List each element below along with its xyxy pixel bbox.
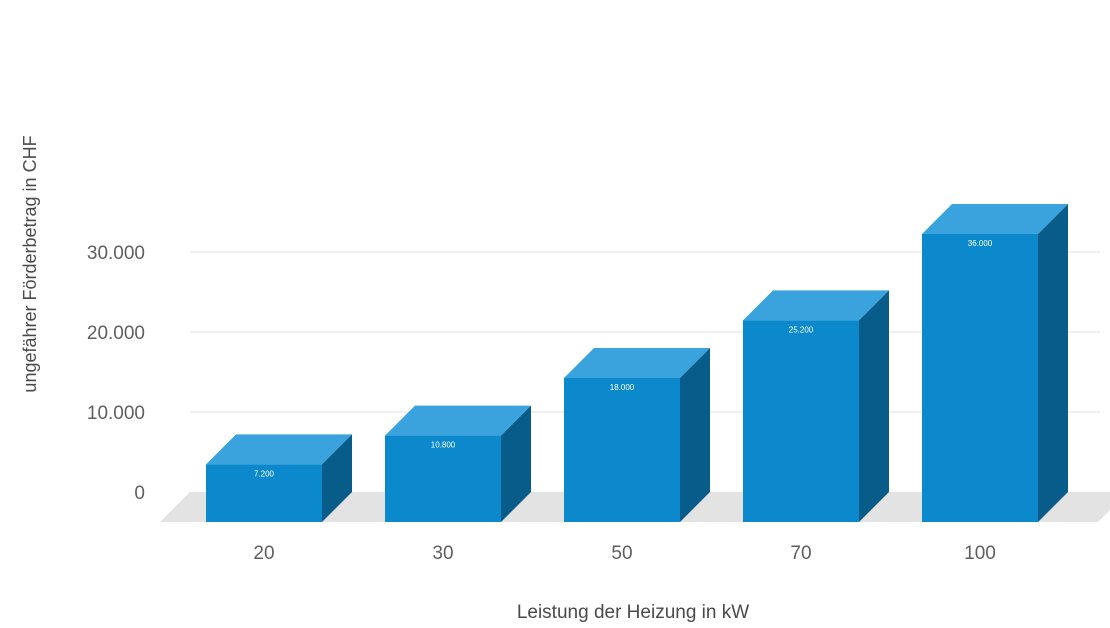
bar-value-label: 36.000 <box>968 239 993 248</box>
bar-front-face <box>206 464 322 522</box>
bar-front-face <box>564 378 680 522</box>
bar-30: 10.800 <box>385 405 531 522</box>
bar-70: 25.200 <box>743 290 889 522</box>
bar-value-label: 7.200 <box>254 469 275 478</box>
bar-20: 7.200 <box>206 434 352 522</box>
bar-top-face <box>385 405 531 436</box>
bar-side-face <box>1038 204 1068 522</box>
y-tick-label: 0 <box>134 483 145 504</box>
bars: 7.200 10.800 18.000 25.200 36.000 <box>206 204 1068 522</box>
bar-50: 18.000 <box>564 348 710 522</box>
bar-side-face <box>322 434 352 522</box>
bar-top-face <box>922 204 1068 234</box>
bar-top-face <box>564 348 710 378</box>
y-tick-label: 10.000 <box>87 403 145 424</box>
bar-front-face <box>743 320 859 522</box>
bar-top-face <box>743 290 889 321</box>
bar-value-label: 25.200 <box>789 325 814 334</box>
y-tick-label: 30.000 <box>87 243 145 264</box>
bar-value-label: 18.000 <box>610 383 635 392</box>
x-axis-title: Leistung der Heizung in kW <box>517 602 749 623</box>
bar-top-face <box>206 434 352 465</box>
y-axis-ticks: 0 10.000 20.000 30.000 <box>87 243 145 504</box>
x-tick-label: 30 <box>432 543 453 564</box>
bar-side-face <box>680 348 710 522</box>
y-axis-title: ungefährer Förderbetrag in CHF <box>20 135 40 392</box>
x-axis-ticks: 20 30 50 70 100 <box>253 543 995 564</box>
bar-100: 36.000 <box>922 204 1068 522</box>
x-tick-label: 100 <box>964 543 996 564</box>
y-tick-label: 20.000 <box>87 323 145 344</box>
bar-side-face <box>859 290 889 522</box>
x-tick-label: 20 <box>253 543 274 564</box>
bar-value-label: 10.800 <box>431 441 456 450</box>
bar-front-face <box>385 435 501 522</box>
x-tick-label: 50 <box>611 543 632 564</box>
x-tick-label: 70 <box>790 543 811 564</box>
bar-side-face <box>501 405 531 522</box>
bar-front-face <box>922 234 1038 522</box>
